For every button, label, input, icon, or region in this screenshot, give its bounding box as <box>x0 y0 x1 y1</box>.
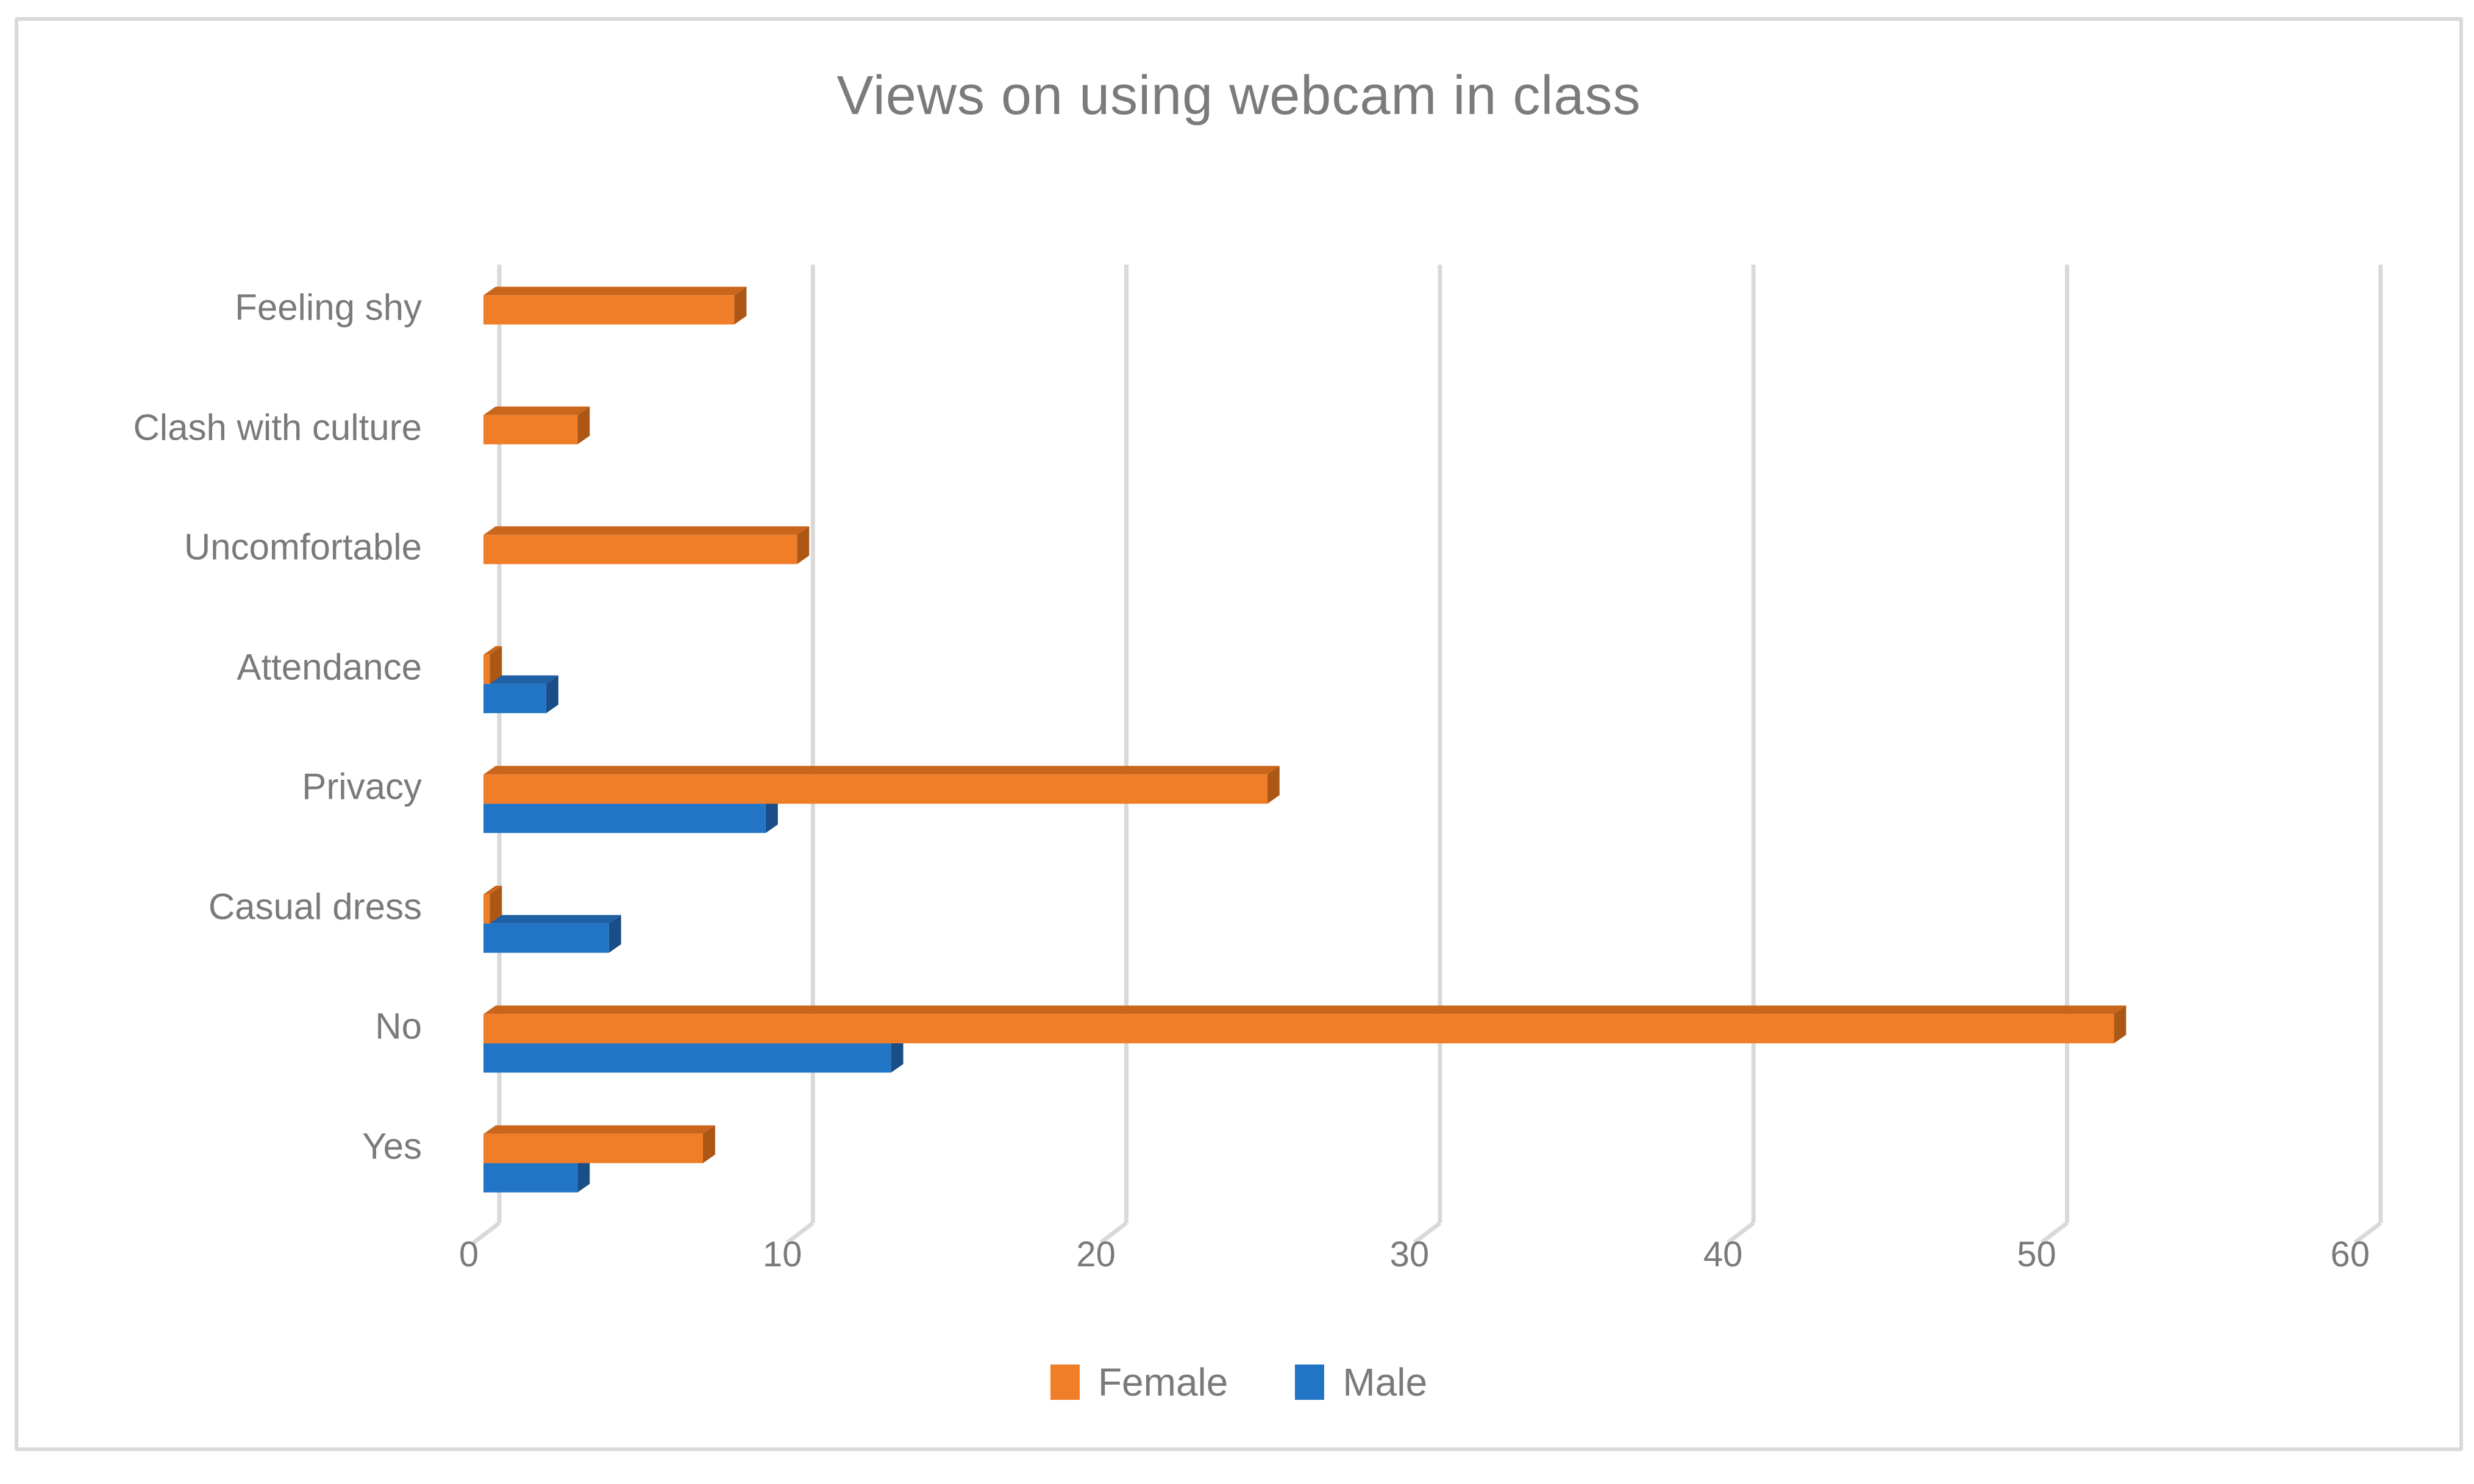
category-label-no: No <box>375 1005 422 1047</box>
legend-swatch-male <box>1295 1364 1325 1400</box>
category-label-clash-with-culture: Clash with culture <box>133 407 422 448</box>
bar-female-attendance-top <box>483 646 502 655</box>
bar-male-casual-dress-top <box>483 915 621 924</box>
x-tick-label-10: 10 <box>763 1235 802 1274</box>
bar-female-yes <box>483 1133 704 1163</box>
x-tick-label-50: 50 <box>2017 1235 2056 1274</box>
plot-area <box>472 265 2383 1244</box>
legend-label-female: Female <box>1097 1360 1228 1404</box>
x-tick-label-60: 60 <box>2330 1235 2370 1274</box>
bar-female-feeling-shy-top <box>483 287 747 296</box>
bar-female-no-top <box>483 1005 2126 1015</box>
category-label-yes: Yes <box>362 1125 422 1167</box>
bar-male-attendance-top <box>483 675 558 684</box>
bar-male-no-side <box>891 1035 904 1073</box>
legend: Female Male <box>18 1360 2459 1405</box>
bar-male-casual-dress-side <box>608 915 621 953</box>
bar-male-yes-side <box>577 1154 590 1193</box>
bar-female-privacy-side <box>1267 766 1280 804</box>
bar-female-attendance-side <box>490 646 502 684</box>
bar-female-clash-with-culture-top <box>483 406 590 415</box>
bar-female-uncomfortable <box>483 535 797 565</box>
bar-female-uncomfortable-top <box>483 526 810 535</box>
bar-female-clash-with-culture-side <box>577 406 590 444</box>
bar-male-attendance <box>483 683 546 713</box>
bar-male-attendance-side <box>546 675 558 713</box>
bar-female-feeling-shy-side <box>734 287 747 325</box>
legend-swatch-female <box>1050 1364 1080 1400</box>
chart-title: Views on using webcam in class <box>836 65 1641 126</box>
gridline-foot-30 <box>1413 1221 1442 1244</box>
category-label-casual-dress: Casual dress <box>208 886 422 927</box>
bar-female-privacy <box>483 774 1267 804</box>
bar-female-casual-dress-side <box>490 885 502 924</box>
bar-female-casual-dress <box>483 894 490 924</box>
gridline-foot-10 <box>786 1221 815 1244</box>
legend-item-male: Male <box>1295 1360 1427 1405</box>
category-label-uncomfortable: Uncomfortable <box>184 526 422 568</box>
legend-label-male: Male <box>1342 1360 1428 1404</box>
bar-female-no-side <box>2114 1005 2126 1044</box>
gridline-foot-50 <box>2040 1221 2069 1244</box>
bar-female-yes-side <box>703 1125 716 1163</box>
bar-female-clash-with-culture <box>483 415 578 444</box>
category-label-feeling-shy: Feeling shy <box>235 287 422 328</box>
bar-male-yes <box>483 1163 578 1193</box>
x-tick-label-0: 0 <box>458 1235 479 1274</box>
bar-female-casual-dress-top <box>483 885 502 894</box>
category-label-privacy: Privacy <box>302 766 422 807</box>
bar-female-attendance <box>483 654 490 684</box>
bar-male-no <box>483 1043 891 1073</box>
bar-female-feeling-shy <box>483 295 735 325</box>
chart-frame: Views on using webcam in class Feeling s… <box>15 17 2463 1451</box>
x-tick-label-40: 40 <box>1703 1235 1743 1274</box>
bar-male-casual-dress <box>483 923 609 953</box>
bar-female-uncomfortable-side <box>797 526 810 565</box>
legend-item-female: Female <box>1050 1360 1228 1405</box>
gridline-foot-20 <box>1099 1221 1128 1244</box>
gridline-foot-40 <box>1727 1221 1755 1244</box>
x-tick-label-30: 30 <box>1389 1235 1430 1274</box>
bar-female-yes-top <box>483 1125 716 1134</box>
gridline-foot-0 <box>472 1221 501 1244</box>
category-label-attendance: Attendance <box>237 646 422 688</box>
bar-male-privacy <box>483 804 766 833</box>
x-tick-label-20: 20 <box>1076 1235 1116 1274</box>
bar-male-privacy-side <box>765 795 778 833</box>
gridline-foot-60 <box>2353 1221 2382 1244</box>
bar-female-privacy-top <box>483 766 1280 775</box>
bar-female-no <box>483 1014 2114 1044</box>
